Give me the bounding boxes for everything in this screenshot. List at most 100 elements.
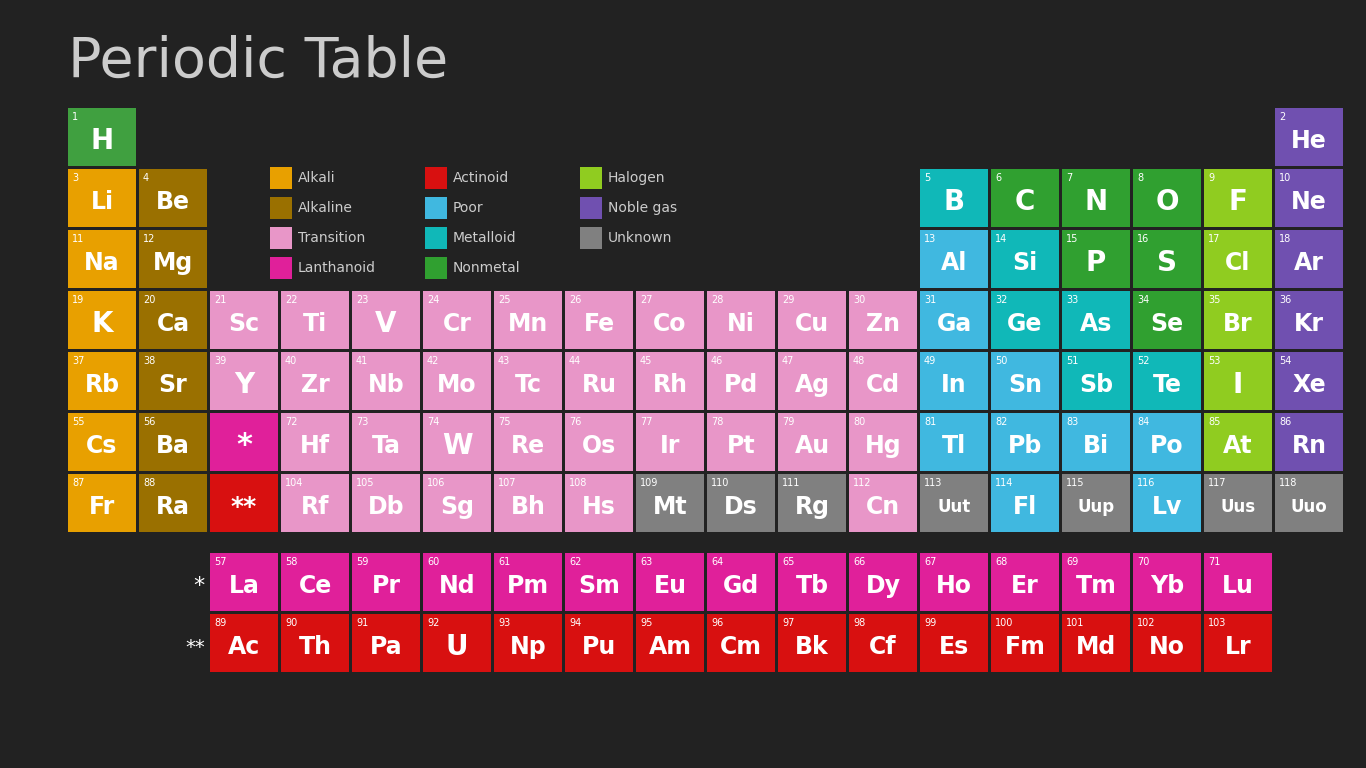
- Text: Halogen: Halogen: [608, 171, 665, 185]
- FancyBboxPatch shape: [1203, 230, 1272, 288]
- FancyBboxPatch shape: [423, 413, 490, 471]
- Text: Cm: Cm: [720, 635, 762, 659]
- Text: Pa: Pa: [370, 635, 403, 659]
- Text: As: As: [1079, 312, 1112, 336]
- Text: 42: 42: [428, 356, 440, 366]
- FancyBboxPatch shape: [423, 352, 490, 410]
- Text: 63: 63: [641, 557, 652, 567]
- Text: 45: 45: [641, 356, 653, 366]
- Text: Ba: Ba: [156, 434, 190, 458]
- FancyBboxPatch shape: [850, 474, 917, 532]
- Text: 14: 14: [994, 234, 1007, 244]
- FancyBboxPatch shape: [990, 230, 1059, 288]
- FancyBboxPatch shape: [281, 553, 348, 611]
- FancyBboxPatch shape: [990, 169, 1059, 227]
- FancyBboxPatch shape: [919, 169, 988, 227]
- FancyBboxPatch shape: [494, 413, 561, 471]
- Text: Ds: Ds: [724, 495, 758, 519]
- Text: 2: 2: [1279, 112, 1285, 122]
- FancyBboxPatch shape: [919, 352, 988, 410]
- FancyBboxPatch shape: [637, 474, 703, 532]
- Text: 50: 50: [994, 356, 1007, 366]
- Text: Ir: Ir: [660, 434, 680, 458]
- Text: Sb: Sb: [1079, 373, 1113, 397]
- FancyBboxPatch shape: [423, 614, 490, 672]
- Text: 71: 71: [1208, 557, 1220, 567]
- Text: Ho: Ho: [936, 574, 973, 598]
- Text: In: In: [941, 373, 967, 397]
- Text: 57: 57: [214, 557, 227, 567]
- FancyBboxPatch shape: [494, 474, 561, 532]
- Text: 102: 102: [1137, 618, 1156, 628]
- Text: Pb: Pb: [1008, 434, 1042, 458]
- Text: Poor: Poor: [454, 201, 484, 215]
- Text: Ti: Ti: [303, 312, 326, 336]
- Text: Md: Md: [1076, 635, 1116, 659]
- FancyBboxPatch shape: [850, 614, 917, 672]
- Text: Bh: Bh: [511, 495, 545, 519]
- Text: 72: 72: [285, 417, 298, 427]
- Text: 37: 37: [72, 356, 85, 366]
- FancyBboxPatch shape: [990, 291, 1059, 349]
- FancyBboxPatch shape: [210, 291, 279, 349]
- FancyBboxPatch shape: [68, 352, 137, 410]
- Text: Mn: Mn: [508, 312, 548, 336]
- Text: 62: 62: [570, 557, 582, 567]
- Text: 38: 38: [143, 356, 156, 366]
- FancyBboxPatch shape: [1203, 553, 1272, 611]
- FancyBboxPatch shape: [1132, 291, 1201, 349]
- Text: 19: 19: [72, 295, 85, 305]
- Text: Rn: Rn: [1291, 434, 1326, 458]
- Text: 85: 85: [1208, 417, 1220, 427]
- Text: 80: 80: [852, 417, 865, 427]
- Text: 56: 56: [143, 417, 156, 427]
- Text: 116: 116: [1137, 478, 1156, 488]
- Text: 15: 15: [1065, 234, 1078, 244]
- Text: 70: 70: [1137, 557, 1149, 567]
- Text: Pr: Pr: [372, 574, 400, 598]
- Text: **: **: [186, 637, 205, 657]
- Text: Fl: Fl: [1012, 495, 1037, 519]
- Text: 32: 32: [994, 295, 1007, 305]
- Text: Se: Se: [1150, 312, 1183, 336]
- Text: 84: 84: [1137, 417, 1149, 427]
- Text: 52: 52: [1137, 356, 1150, 366]
- Text: 26: 26: [570, 295, 582, 305]
- Text: Metalloid: Metalloid: [454, 231, 516, 245]
- FancyBboxPatch shape: [281, 291, 348, 349]
- Text: 75: 75: [499, 417, 511, 427]
- FancyBboxPatch shape: [423, 553, 490, 611]
- FancyBboxPatch shape: [281, 614, 348, 672]
- Text: 117: 117: [1208, 478, 1227, 488]
- FancyBboxPatch shape: [990, 614, 1059, 672]
- FancyBboxPatch shape: [779, 291, 846, 349]
- Text: 8: 8: [1137, 173, 1143, 183]
- FancyBboxPatch shape: [1203, 352, 1272, 410]
- Text: La: La: [228, 574, 260, 598]
- Text: 115: 115: [1065, 478, 1085, 488]
- Text: 93: 93: [499, 618, 511, 628]
- Text: Hf: Hf: [301, 434, 331, 458]
- Text: 51: 51: [1065, 356, 1078, 366]
- Text: Cr: Cr: [443, 312, 471, 336]
- FancyBboxPatch shape: [708, 553, 775, 611]
- Text: 88: 88: [143, 478, 156, 488]
- Text: 9: 9: [1208, 173, 1214, 183]
- Text: Be: Be: [156, 190, 190, 214]
- Text: 64: 64: [710, 557, 723, 567]
- FancyBboxPatch shape: [566, 291, 632, 349]
- Text: Te: Te: [1153, 373, 1182, 397]
- FancyBboxPatch shape: [990, 474, 1059, 532]
- FancyBboxPatch shape: [210, 474, 279, 532]
- Text: Ar: Ar: [1294, 251, 1324, 275]
- Text: Y: Y: [234, 371, 254, 399]
- Text: 113: 113: [923, 478, 943, 488]
- FancyBboxPatch shape: [990, 553, 1059, 611]
- Text: I: I: [1233, 371, 1243, 399]
- Text: 82: 82: [994, 417, 1007, 427]
- FancyBboxPatch shape: [352, 291, 419, 349]
- Text: 109: 109: [641, 478, 658, 488]
- Text: 73: 73: [357, 417, 369, 427]
- Text: 47: 47: [781, 356, 795, 366]
- Text: 29: 29: [781, 295, 795, 305]
